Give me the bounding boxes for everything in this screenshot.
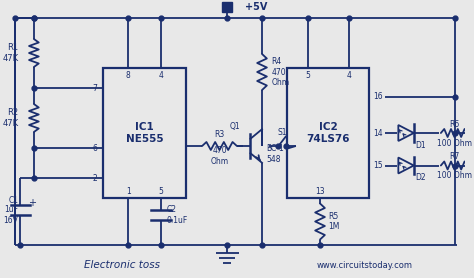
Text: 13: 13 bbox=[315, 187, 325, 195]
Text: Q1: Q1 bbox=[229, 121, 240, 130]
Text: 1: 1 bbox=[126, 187, 130, 195]
Text: R2
47K: R2 47K bbox=[2, 108, 18, 128]
Text: 5: 5 bbox=[159, 187, 164, 195]
Text: 100 Ohm: 100 Ohm bbox=[437, 171, 472, 180]
Text: 470
Ohm: 470 Ohm bbox=[210, 146, 228, 166]
Text: S1: S1 bbox=[278, 128, 287, 136]
Text: D2: D2 bbox=[416, 173, 426, 182]
Text: C1: C1 bbox=[9, 195, 18, 205]
Text: Electronic toss: Electronic toss bbox=[84, 260, 160, 270]
Text: IC2
74LS76: IC2 74LS76 bbox=[307, 122, 350, 144]
Text: 100 Ohm: 100 Ohm bbox=[437, 138, 472, 148]
Text: 5: 5 bbox=[305, 71, 310, 80]
Text: 15: 15 bbox=[373, 161, 383, 170]
Text: BC
548: BC 548 bbox=[266, 144, 281, 164]
Text: 1uF
16V: 1uF 16V bbox=[3, 205, 18, 225]
Text: R6: R6 bbox=[449, 120, 459, 128]
Bar bbox=[222, 2, 232, 12]
Text: R5
1M: R5 1M bbox=[328, 212, 339, 231]
Text: R3: R3 bbox=[214, 130, 225, 138]
Text: R4
470
Ohm: R4 470 Ohm bbox=[272, 57, 290, 87]
Text: 14: 14 bbox=[373, 128, 383, 138]
Text: 4: 4 bbox=[159, 71, 164, 80]
Text: 8: 8 bbox=[126, 71, 130, 80]
Text: R1
47K: R1 47K bbox=[2, 43, 18, 63]
Text: IC1
NE555: IC1 NE555 bbox=[126, 122, 164, 144]
Text: D1: D1 bbox=[416, 140, 426, 150]
FancyBboxPatch shape bbox=[103, 68, 186, 198]
Text: R7: R7 bbox=[449, 152, 459, 161]
Text: +: + bbox=[28, 198, 36, 208]
FancyBboxPatch shape bbox=[287, 68, 369, 198]
Text: 2: 2 bbox=[93, 173, 98, 182]
Text: 1: 1 bbox=[279, 144, 283, 153]
Text: 4: 4 bbox=[346, 71, 351, 80]
Polygon shape bbox=[398, 158, 414, 173]
Text: 16: 16 bbox=[373, 92, 383, 101]
Text: www.circuitstoday.com: www.circuitstoday.com bbox=[316, 260, 412, 269]
Text: +5V: +5V bbox=[245, 2, 267, 12]
Text: C2
0.1uF: C2 0.1uF bbox=[167, 205, 188, 225]
Text: 6: 6 bbox=[93, 143, 98, 153]
Text: 7: 7 bbox=[93, 83, 98, 93]
Polygon shape bbox=[398, 125, 414, 141]
